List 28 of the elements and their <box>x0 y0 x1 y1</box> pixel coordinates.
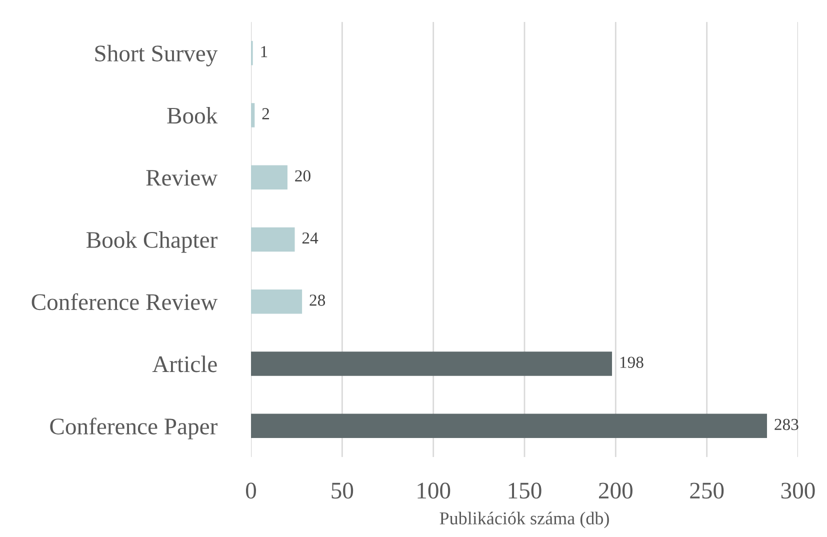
x-tick-label: 100 <box>418 482 450 499</box>
data-label: 1 <box>261 46 268 58</box>
x-tick-label: 50 <box>332 482 354 499</box>
x-tick-label: 250 <box>690 482 724 499</box>
data-label: 24 <box>302 232 318 244</box>
data-label: 20 <box>295 170 310 182</box>
y-tick-label: Book <box>167 107 218 124</box>
y-tick-label: Conference Review <box>32 293 218 310</box>
data-label: 2 <box>262 108 270 120</box>
bar <box>251 352 612 376</box>
x-axis-title: Publikációk száma (db) <box>440 512 609 528</box>
y-tick-label: Book Chapter <box>86 231 218 253</box>
x-tick-label: 300 <box>781 482 815 499</box>
data-label: 283 <box>774 418 798 430</box>
x-tick-label: 200 <box>598 482 632 499</box>
y-tick-label: Review <box>146 170 218 186</box>
data-label: 28 <box>310 294 326 306</box>
x-tick-label: 150 <box>508 482 542 499</box>
y-tick-label: Article <box>152 356 217 372</box>
bar <box>251 103 255 128</box>
bar <box>251 227 295 252</box>
y-tick-label: Conference Paper <box>50 418 218 440</box>
bar <box>251 165 288 190</box>
x-tick-label: 0 <box>246 482 256 499</box>
bar <box>251 290 302 314</box>
y-tick-label: Short Survey <box>95 44 218 66</box>
bar <box>251 414 768 438</box>
data-label: 198 <box>620 356 644 368</box>
